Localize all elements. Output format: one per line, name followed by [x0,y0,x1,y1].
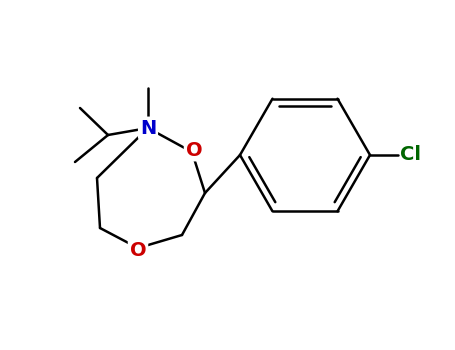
Text: Cl: Cl [400,146,421,164]
Text: O: O [186,140,202,160]
Text: O: O [130,240,147,259]
Text: N: N [140,119,156,138]
